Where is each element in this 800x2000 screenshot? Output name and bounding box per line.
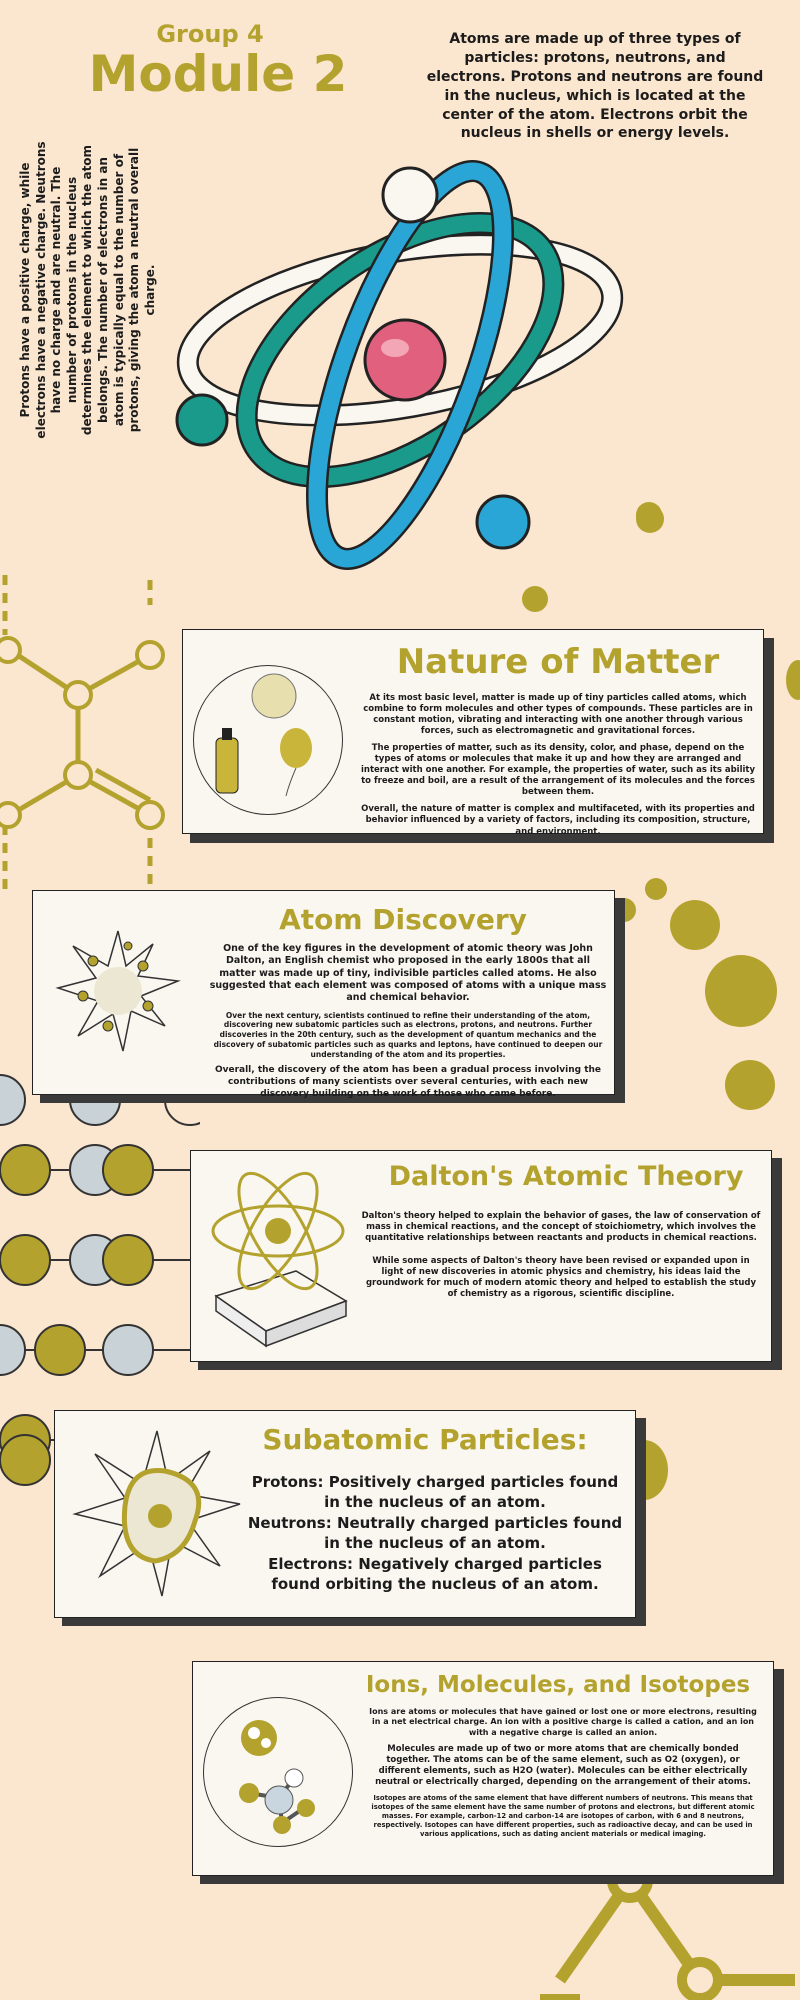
molecule-illustration <box>203 1697 353 1847</box>
group-label: Group 4 <box>156 20 264 48</box>
matter-illustration <box>193 665 343 815</box>
daltons-theory-card: Dalton's Atomic Theory Dalton's theory h… <box>190 1150 772 1362</box>
section-paragraph: Isotopes are atoms of the same element t… <box>371 1794 755 1838</box>
nature-of-matter-card: Nature of Matter At its most basic level… <box>182 629 764 837</box>
list-item: Electrons: Negatively charged particles … <box>268 1555 602 1593</box>
section-paragraph: Dalton's theory helped to explain the be… <box>361 1211 761 1244</box>
decor-dot <box>522 586 548 612</box>
side-note: Protons have a positive charge, while el… <box>18 141 157 439</box>
section-title: Subatomic Particles: <box>262 1423 588 1456</box>
decor-dot <box>645 878 667 900</box>
section-title: Ions, Molecules, and Isotopes <box>365 1672 751 1698</box>
atom-discovery-card: Atom Discovery One of the key figures in… <box>32 890 615 1099</box>
list-item: Protons: Positively charged particles fo… <box>251 1473 619 1511</box>
atom-on-block-illustration <box>211 1171 348 1348</box>
section-paragraph: One of the key figures in the developmen… <box>209 943 607 1004</box>
page-title: Module 2 <box>88 45 348 103</box>
section-paragraph: While some aspects of Dalton's theory ha… <box>365 1256 757 1300</box>
decor-dot <box>725 1060 775 1110</box>
burst-illustration <box>55 930 181 1052</box>
section-paragraph: Ions are atoms or molecules that have ga… <box>369 1707 757 1737</box>
section-paragraph: Overall, the discovery of the atom has b… <box>214 1065 602 1099</box>
section-paragraph: At its most basic level, matter is made … <box>363 693 753 737</box>
subatomic-particles-card: Subatomic Particles: Protons: Positively… <box>54 1410 636 1618</box>
decor-dot <box>786 660 800 700</box>
section-title: Nature of Matter <box>396 642 720 682</box>
ions-molecules-card: Ions, Molecules, and Isotopes Ions are a… <box>192 1661 774 1876</box>
section-paragraph: The properties of matter, such as its de… <box>360 743 756 798</box>
section-title: Dalton's Atomic Theory <box>388 1161 744 1192</box>
decor-dot <box>670 900 720 950</box>
hexagon-decoration <box>0 575 165 890</box>
section-paragraph: Molecules are made up of two or more ato… <box>375 1744 751 1788</box>
atom-illustration <box>175 160 624 570</box>
star-burst-illustration <box>72 1430 241 1597</box>
intro-text: Atoms are made up of three types of part… <box>426 31 764 142</box>
section-paragraph: Over the next century, scientists contin… <box>213 1010 603 1059</box>
section-paragraph: Overall, the nature of matter is complex… <box>361 804 755 837</box>
decor-dot <box>705 955 777 1027</box>
list-item: Neutrons: Neutrally charged particles fo… <box>247 1514 623 1552</box>
decor-dot <box>636 502 662 528</box>
section-title: Atom Discovery <box>279 903 527 936</box>
